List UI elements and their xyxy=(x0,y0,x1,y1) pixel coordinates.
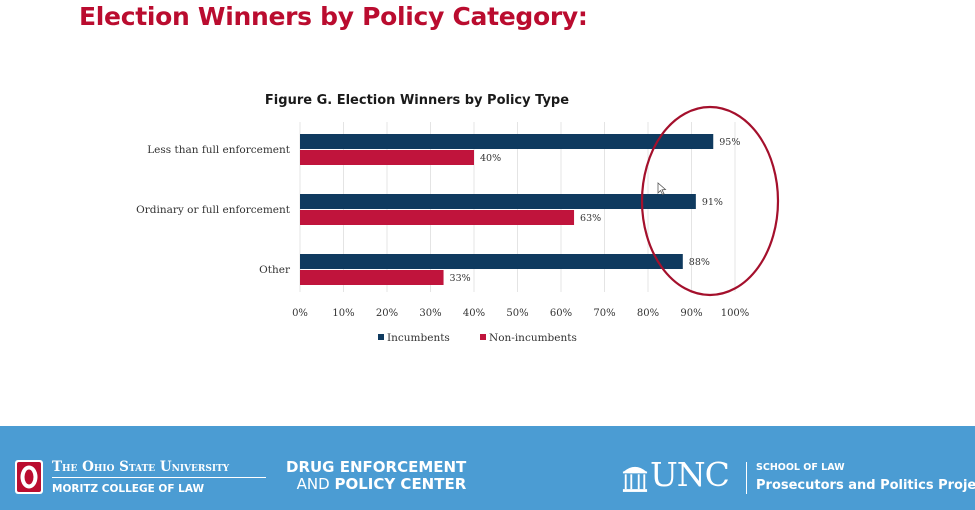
data-label: 91% xyxy=(702,197,723,208)
prosecutors-politics-project-label: Prosecutors and Politics Project xyxy=(756,478,975,493)
category-label: Less than full enforcement xyxy=(147,144,291,156)
data-label: 63% xyxy=(580,213,601,224)
x-tick-label: 50% xyxy=(506,308,528,319)
depc-line1: DRUG ENFORCEMENT xyxy=(286,458,467,476)
unc-wordmark: UNC xyxy=(650,455,730,494)
chart-title: Figure G. Election Winners by Policy Typ… xyxy=(265,93,569,108)
data-label: 33% xyxy=(450,273,471,284)
x-tick-label: 70% xyxy=(593,308,615,319)
legend: Incumbents Non-incumbents xyxy=(378,332,577,344)
ohio-state-logo-icon xyxy=(15,460,43,494)
unc-divider xyxy=(746,462,747,494)
x-tick-label: 100% xyxy=(721,308,750,319)
legend-swatch xyxy=(378,334,384,340)
legend-label: Non-incumbents xyxy=(489,332,577,344)
data-label: 40% xyxy=(480,153,501,164)
osu-name: The Ohio State University xyxy=(52,459,266,478)
category-labels: Less than full enforcement Ordinary or fu… xyxy=(136,144,291,276)
bar-incumbents xyxy=(300,254,683,269)
category-label: Ordinary or full enforcement xyxy=(136,204,291,216)
data-label: 95% xyxy=(719,137,740,148)
bar-non-incumbents xyxy=(300,150,474,165)
x-tick-label: 80% xyxy=(637,308,659,319)
category-label: Other xyxy=(259,264,291,276)
slide-title: Election Winners by Policy Category: xyxy=(79,2,588,31)
footer-banner: The Ohio State University MORITZ COLLEGE… xyxy=(0,426,975,510)
school-of-law-label: SCHOOL OF LAW xyxy=(756,462,845,473)
x-tick-label: 20% xyxy=(376,308,398,319)
osu-college: MORITZ COLLEGE OF LAW xyxy=(52,483,205,495)
bar-chart: Figure G. Election Winners by Policy Typ… xyxy=(136,93,780,344)
x-axis-ticks: 0% 10% 20% 30% 40% 50% 60% 70% 80% 90% 100% xyxy=(292,308,749,319)
data-label: 88% xyxy=(689,257,710,268)
x-tick-label: 60% xyxy=(550,308,572,319)
cursor-pointer-icon xyxy=(657,182,667,196)
annotation-ellipse xyxy=(640,105,780,297)
x-tick-label: 0% xyxy=(292,308,308,319)
x-tick-label: 10% xyxy=(332,308,354,319)
x-tick-label: 90% xyxy=(680,308,702,319)
depc-and: AND xyxy=(296,475,335,493)
drug-enforcement-policy-center-logo: DRUG ENFORCEMENT AND POLICY CENTER xyxy=(286,459,466,493)
bars: 95% 40% 91% 63% 88% 33% xyxy=(300,134,740,285)
x-tick-label: 30% xyxy=(419,308,441,319)
x-tick-label: 40% xyxy=(463,308,485,319)
legend-swatch xyxy=(480,334,486,340)
depc-line2: POLICY CENTER xyxy=(334,475,467,493)
legend-label: Incumbents xyxy=(387,332,450,344)
old-well-icon xyxy=(622,466,648,492)
bar-incumbents xyxy=(300,194,696,209)
bar-non-incumbents xyxy=(300,210,575,225)
bar-non-incumbents xyxy=(300,270,444,285)
bar-incumbents xyxy=(300,134,714,149)
